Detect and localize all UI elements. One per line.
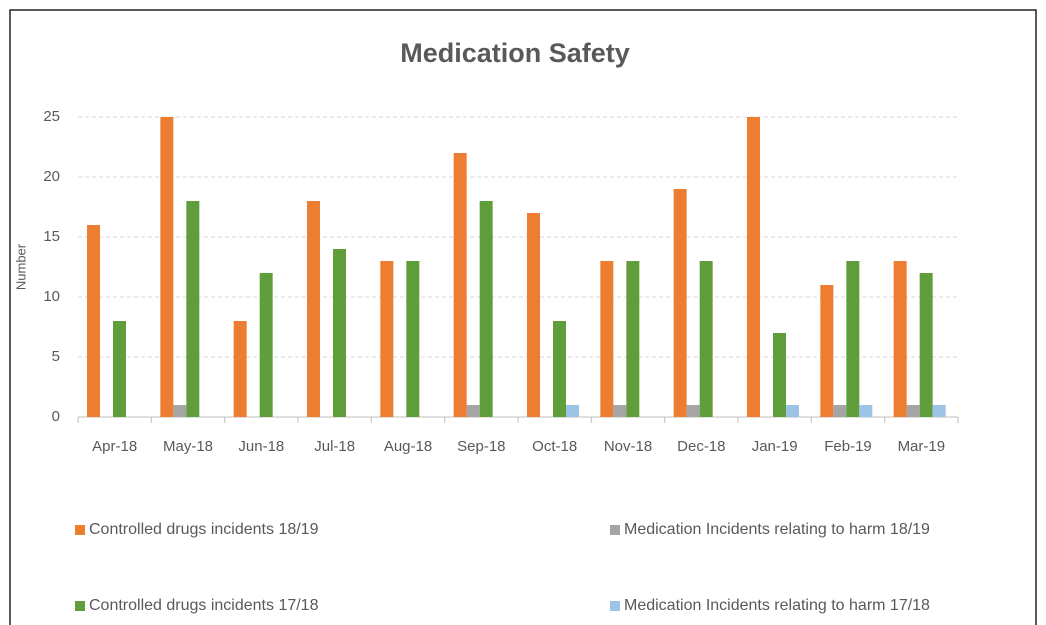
x-tick-label: Apr-18 [92,438,137,455]
bar [259,273,273,417]
bar [479,201,493,417]
bar [820,285,834,417]
y-tick-label: 25 [43,108,60,125]
bar [773,333,786,417]
bar [566,405,579,417]
bar [553,321,566,417]
legend-label: Controlled drugs incidents 18/19 [89,521,319,538]
legend-label: Medication Incidents relating to harm 18… [624,521,930,538]
bar [173,405,187,417]
x-tick-label: Jul-18 [314,438,355,455]
legend-swatch [75,525,85,535]
bar [846,261,860,417]
y-axis-label: Number [13,243,28,290]
legend-label: Controlled drugs incidents 17/18 [89,597,319,614]
chart-title: Medication Safety [400,38,630,68]
bar [307,201,320,417]
x-tick-label: Jun-18 [238,438,284,455]
x-tick-label: May-18 [163,438,213,455]
x-tick-label: Feb-19 [824,438,872,455]
bar [160,117,174,417]
bar [626,261,640,417]
y-tick-label: 10 [43,288,60,305]
legend-swatch [610,525,620,535]
chart-border [9,9,1037,625]
bar [186,201,200,417]
bar [333,249,346,417]
y-tick-label: 15 [43,228,60,245]
bar [453,153,467,417]
y-tick-label: 0 [52,408,60,425]
bar [699,261,713,417]
x-tick-label: Nov-18 [604,438,652,455]
bar [686,405,700,417]
y-tick-label: 20 [43,168,60,185]
legend-swatch [75,601,85,611]
bar [113,321,126,417]
bar [747,117,760,417]
x-tick-label: Jan-19 [752,438,798,455]
x-tick-label: Mar-19 [898,438,946,455]
bar [906,405,920,417]
legend-swatch [610,601,620,611]
bar [932,405,946,417]
x-tick-label: Aug-18 [384,438,432,455]
x-tick-label: Oct-18 [532,438,577,455]
bar [673,189,687,417]
bar [233,321,247,417]
bar [406,261,420,417]
bar [859,405,873,417]
bar [786,405,799,417]
bar [613,405,627,417]
bar [527,213,540,417]
bar [466,405,480,417]
y-tick-label: 5 [52,348,60,365]
bar [893,261,907,417]
bar [833,405,847,417]
bar [87,225,100,417]
x-tick-label: Sep-18 [457,438,505,455]
bar [919,273,933,417]
bar [380,261,394,417]
legend-label: Medication Incidents relating to harm 17… [624,597,930,614]
x-tick-label: Dec-18 [677,438,725,455]
bar [600,261,614,417]
